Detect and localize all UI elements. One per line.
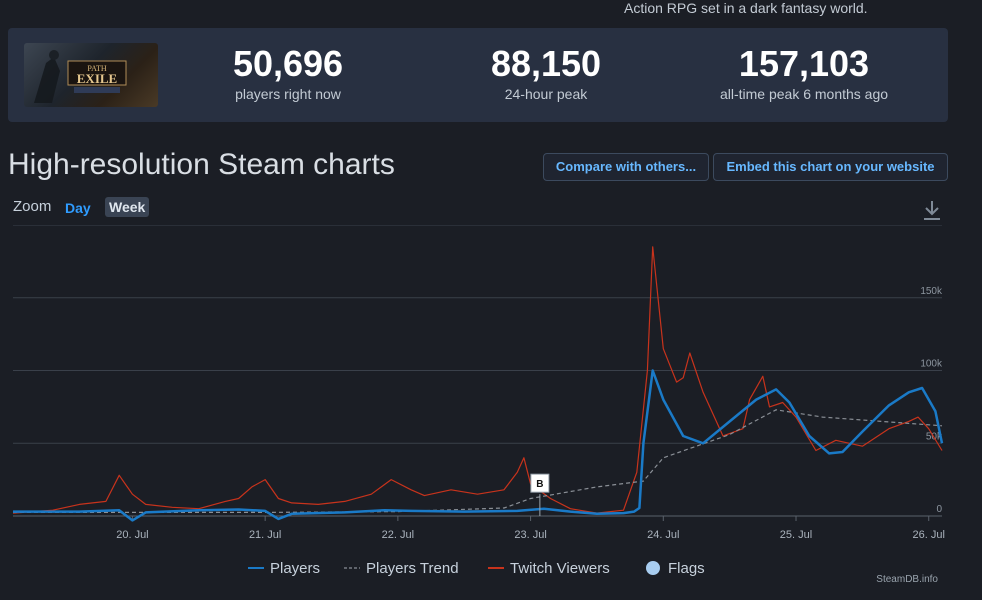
x-tick-label: 24. Jul: [647, 529, 679, 541]
zoom-day-button[interactable]: Day: [65, 200, 91, 216]
series-players: [13, 369, 944, 522]
series-players-trend: [13, 409, 943, 513]
zoom-label: Zoom: [13, 198, 52, 215]
y-tick-label: 150k: [920, 286, 943, 297]
zoom-week-button[interactable]: Week: [105, 197, 150, 217]
x-tick-label: 22. Jul: [382, 529, 414, 541]
legend-label: Players: [270, 560, 320, 577]
x-tick-label: 23. Jul: [514, 529, 546, 541]
peak-24h-label: 24-hour peak: [504, 86, 588, 102]
legend-label: Twitch Viewers: [510, 560, 610, 577]
legend-symbol: [646, 561, 660, 575]
alltime-peak-label: all-time peak 6 months ago: [719, 86, 889, 102]
y-tick-label: 0: [936, 504, 942, 515]
flag-label: B: [536, 479, 543, 490]
embed-chart-button[interactable]: Embed this chart on your website: [713, 153, 948, 181]
chart-legend: Players Players Trend Twitch Viewers Flags: [248, 560, 705, 577]
legend-item[interactable]: Players: [248, 560, 320, 577]
x-tick-label: 21. Jul: [249, 529, 281, 541]
legend-item[interactable]: Twitch Viewers: [488, 560, 610, 577]
watermark: SteamDB.info: [876, 574, 938, 585]
alltime-peak-value: 157,103: [738, 43, 870, 84]
stats-bar: PATH EXILE 50,696 players right now 88,1…: [8, 28, 948, 122]
y-tick-label: 100k: [920, 359, 943, 370]
compare-button[interactable]: Compare with others...: [543, 153, 709, 181]
flag-box: [530, 473, 550, 493]
legend-item[interactable]: Flags: [646, 560, 705, 577]
current-players-value: 50,696: [232, 43, 344, 84]
stat-alltime-peak: 157,103 all-time peak 6 months ago: [684, 43, 924, 103]
game-description: Action RPG set in a dark fantasy world.: [624, 0, 868, 16]
chart-flags: B: [530, 473, 550, 516]
chart-lines: [12, 246, 944, 522]
section-title: High-resolution Steam charts: [8, 148, 395, 181]
series-twitch-viewers: [12, 246, 943, 514]
download-icon[interactable]: [922, 199, 942, 226]
x-tick-labels: 20. Jul 21. Jul 22. Jul 23. Jul 24. Jul 25. J…: [116, 516, 945, 541]
stat-24h-peak: 88,150 24-hour peak: [426, 43, 666, 103]
x-tick-label: 26. Jul: [913, 529, 945, 541]
x-tick-label: 20. Jul: [116, 529, 148, 541]
legend-label: Flags: [668, 560, 705, 577]
legend-item[interactable]: Players Trend: [344, 560, 459, 577]
svg-text:EXILE: EXILE: [77, 71, 117, 86]
stat-current-players: 50,696 players right now: [168, 43, 408, 103]
current-players-label: players right now: [235, 86, 341, 102]
peak-24h-value: 88,150: [490, 43, 602, 84]
x-tick-label: 25. Jul: [780, 529, 812, 541]
y-tick-label: 50k: [926, 431, 943, 442]
players-chart[interactable]: 0 50k 100k 150k 20. Jul 21. Jul 22. Jul 23. Ju…: [0, 225, 982, 600]
y-tick-labels: 0 50k 100k 150k: [920, 286, 943, 515]
legend-label: Players Trend: [366, 560, 459, 577]
svg-text:PATH: PATH: [87, 64, 106, 73]
game-logo: PATH EXILE: [24, 43, 158, 107]
chart-grid: [13, 225, 942, 517]
